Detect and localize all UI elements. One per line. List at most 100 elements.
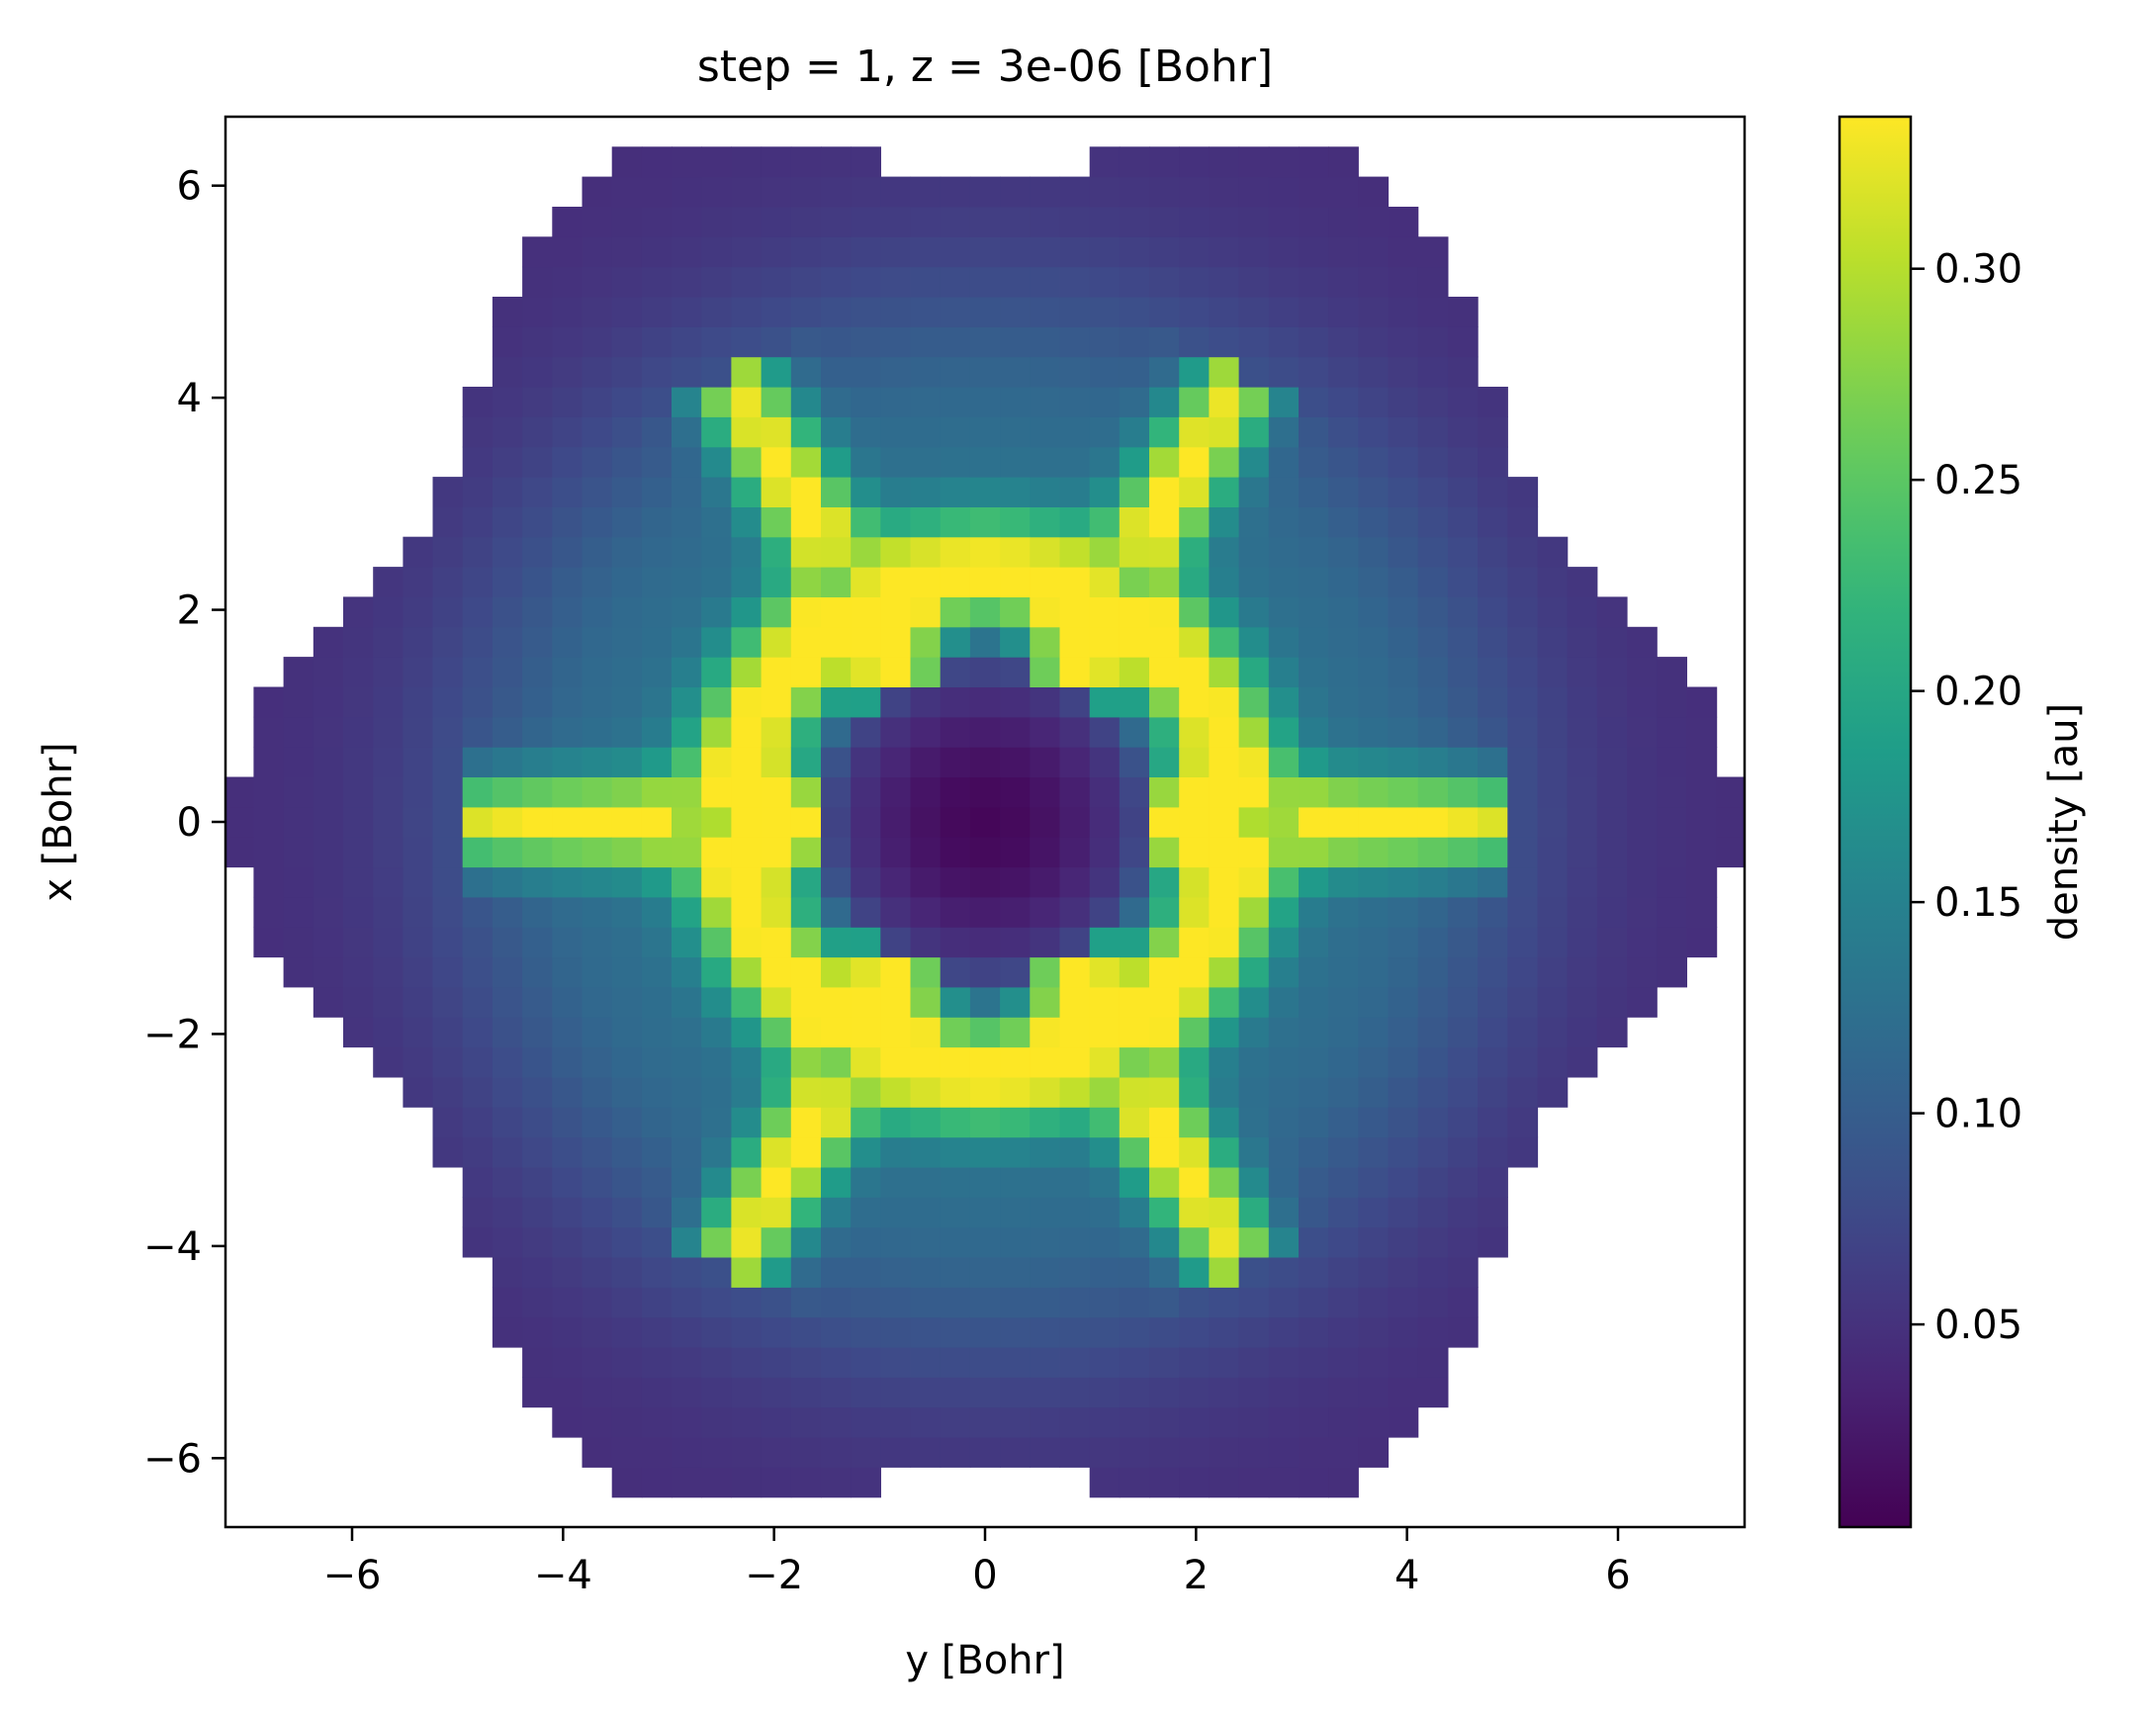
heatmap-cell (790, 1166, 822, 1198)
heatmap-cell (1447, 506, 1479, 538)
heatmap-cell (880, 837, 912, 868)
heatmap-cell (462, 416, 494, 448)
heatmap-cell (641, 1467, 673, 1498)
heatmap-cell (1059, 207, 1091, 237)
heatmap-cell (641, 927, 673, 958)
heatmap-cell (462, 657, 494, 687)
heatmap-cell (1238, 207, 1270, 237)
heatmap-cell (969, 1437, 1001, 1468)
heatmap-cell (462, 446, 494, 478)
heatmap-cell (611, 1226, 643, 1258)
heatmap-cell (790, 1316, 822, 1348)
heatmap-cell (1417, 1046, 1449, 1078)
heatmap-cell (1388, 626, 1419, 658)
heatmap-cell (821, 1437, 852, 1468)
heatmap-cell (761, 747, 792, 777)
heatmap-cell (522, 477, 553, 507)
heatmap-cell (343, 626, 374, 658)
heatmap-cell (1388, 896, 1419, 928)
heatmap-cell (1358, 536, 1390, 568)
heatmap-cell (1328, 776, 1359, 808)
heatmap-cell (880, 716, 912, 748)
heatmap-cell (373, 596, 404, 628)
heatmap-cell (522, 536, 553, 568)
heatmap-cell (641, 387, 673, 417)
heatmap-cell (1328, 1226, 1359, 1258)
heatmap-cell (522, 1166, 553, 1198)
heatmap-cell (582, 1406, 613, 1438)
heatmap-cell (1358, 1226, 1390, 1258)
heatmap-cell (283, 806, 314, 838)
heatmap-cell (1179, 1136, 1210, 1168)
heatmap-cell (1179, 207, 1210, 237)
heatmap-cell (1030, 326, 1061, 358)
heatmap-cell (1268, 1467, 1300, 1498)
heatmap-cell (1388, 866, 1419, 898)
heatmap-cell (821, 146, 852, 178)
heatmap-cell (1478, 416, 1508, 448)
heatmap-cell (672, 266, 702, 298)
heatmap-cell (641, 1046, 673, 1078)
heatmap-cell (1000, 416, 1031, 448)
heatmap-cell (1209, 1377, 1240, 1408)
heatmap-cell (1358, 266, 1390, 298)
heatmap-cell (1567, 806, 1598, 838)
heatmap-cell (731, 1046, 763, 1078)
heatmap-cell (880, 927, 912, 958)
heatmap-cell (790, 837, 822, 868)
heatmap-cell (1209, 1166, 1240, 1198)
heatmap-cell (253, 896, 285, 928)
heatmap-cell (1328, 1437, 1359, 1468)
heatmap-cell (940, 1377, 971, 1408)
heatmap-cell (1119, 207, 1150, 237)
heatmap-cell (1149, 176, 1180, 208)
heatmap-cell (552, 1107, 584, 1138)
heatmap-cell (1478, 567, 1508, 597)
heatmap-cell (492, 1316, 523, 1348)
heatmap-cell (1596, 956, 1628, 988)
heatmap-cell (1328, 1377, 1359, 1408)
heatmap-cell (1299, 837, 1329, 868)
heatmap-cell (582, 686, 613, 718)
heatmap-cell (1299, 596, 1329, 628)
heatmap-cell (1030, 866, 1061, 898)
heatmap-cell (1238, 626, 1270, 658)
heatmap-cell (641, 297, 673, 327)
heatmap-cell (1209, 1316, 1240, 1348)
heatmap-cell (283, 866, 314, 898)
heatmap-cell (1179, 596, 1210, 628)
heatmap-cell (1657, 806, 1687, 838)
heatmap-cell (910, 806, 942, 838)
heatmap-cell (582, 297, 613, 327)
heatmap-cell (790, 716, 822, 748)
heatmap-cell (701, 837, 732, 868)
heatmap-cell (969, 446, 1001, 478)
heatmap-cell (731, 1467, 763, 1498)
heatmap-cell (492, 1257, 523, 1288)
heatmap-cell (821, 1257, 852, 1288)
heatmap-cell (1030, 446, 1061, 478)
heatmap-cell (522, 657, 553, 687)
heatmap-cell (1149, 806, 1180, 838)
heatmap-cell (1268, 1076, 1300, 1108)
heatmap-cell (1358, 416, 1390, 448)
heatmap-cell (522, 1226, 553, 1258)
heatmap-cell (1149, 596, 1180, 628)
heatmap-cell (1000, 266, 1031, 298)
heatmap-cell (880, 1226, 912, 1258)
heatmap-cell (492, 356, 523, 388)
heatmap-cell (611, 356, 643, 388)
heatmap-cell (1238, 446, 1270, 478)
heatmap-cell (1268, 1197, 1300, 1228)
heatmap-cell (641, 1136, 673, 1168)
heatmap-cell (1627, 866, 1658, 898)
heatmap-cell (1657, 866, 1687, 898)
heatmap-cell (611, 657, 643, 687)
heatmap-cell (1000, 657, 1031, 687)
heatmap-cell (1358, 716, 1390, 748)
heatmap-cell (969, 626, 1001, 658)
heatmap-cell (821, 1347, 852, 1378)
heatmap-cell (1567, 956, 1598, 988)
heatmap-cell (1478, 1107, 1508, 1138)
heatmap-cell (1238, 1017, 1270, 1048)
